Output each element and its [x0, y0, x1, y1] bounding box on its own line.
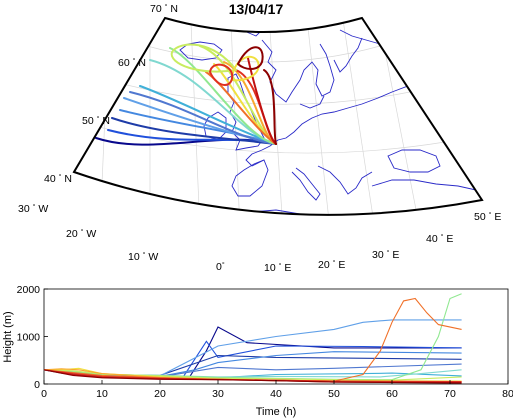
scandinavia-coast [261, 39, 335, 103]
balkans-coast [317, 165, 373, 195]
lon-label-20w: 20 ° W [66, 228, 96, 240]
lon-label-30e: 30 ° E [372, 249, 399, 261]
trajectory-loop [170, 43, 237, 73]
trajectory-group [95, 43, 277, 146]
lat-label-50: 50 ° N [82, 115, 110, 127]
finland-coast [333, 37, 363, 73]
lon-label-40e: 40 ° E [426, 233, 453, 245]
trajectory-loop [237, 46, 264, 70]
svg-text:50 ° E: 50 ° E [474, 211, 501, 223]
x-tick-label: 80 [502, 388, 513, 400]
lon-label-50e: 50 ° E [474, 211, 501, 223]
svg-text:20 ° W: 20 ° W [66, 228, 96, 240]
map-frame [72, 16, 484, 216]
svg-text:10 ° E: 10 ° E [264, 262, 291, 274]
height-series-line [43, 369, 462, 384]
lon-label-0: 0° [216, 261, 225, 273]
x-tick-label: 10 [96, 388, 108, 400]
caspian-coast [457, 118, 475, 173]
y-tick-label: 1000 [17, 332, 41, 344]
turkey-coast [371, 179, 477, 191]
x-tick-label: 30 [212, 388, 224, 400]
height-series-line [43, 369, 462, 381]
map-panel: 70 ° N 60 ° N 50 ° N 40 ° N 30 ° W 20 ° … [18, 3, 501, 274]
svg-text:40 ° E: 40 ° E [426, 233, 453, 245]
x-tick-label: 60 [386, 388, 398, 400]
iberia-coast [231, 159, 269, 197]
svg-text:30 ° W: 30 ° W [18, 203, 48, 215]
svg-text:0°: 0° [216, 261, 225, 273]
lon-label-20e: 20 ° E [318, 259, 345, 271]
lat-label-40: 40 ° N [44, 173, 72, 185]
date-title: 13/04/17 [229, 1, 284, 17]
trajectory-path [111, 117, 277, 145]
y-axis-label: Height (m) [2, 311, 14, 362]
x-tick-label: 0 [41, 388, 47, 400]
trajectory-loop [209, 63, 234, 86]
svg-text:40 ° N: 40 ° N [44, 173, 72, 185]
trajectory-path [169, 47, 277, 145]
black-sea-coast [387, 149, 441, 173]
y-tick-label: 0 [34, 379, 40, 391]
svg-text:50 ° N: 50 ° N [82, 115, 110, 127]
y-tick-label: 2000 [17, 284, 41, 296]
iceland-coast [179, 41, 223, 61]
svg-text:70 ° N: 70 ° N [150, 3, 178, 15]
x-tick-label: 70 [444, 388, 456, 400]
height-chart: 0 10 20 30 40 50 60 70 80 0 1000 2000 Time (h) Hei… [2, 284, 513, 418]
svg-text:10 ° W: 10 ° W [128, 251, 158, 263]
x-tick-label: 50 [328, 388, 340, 400]
continent-coast [261, 83, 425, 151]
trajectory-path [247, 57, 277, 145]
trajectory-loop [231, 55, 260, 82]
italy-coast [291, 167, 321, 201]
x-tick-label: 40 [270, 388, 282, 400]
svg-text:20 ° E: 20 ° E [318, 259, 345, 271]
lon-label-10w: 10 ° W [128, 251, 158, 263]
chart-series-group [43, 293, 462, 384]
svg-text:60 ° N: 60 ° N [118, 57, 146, 69]
lon-label-10e: 10 ° E [264, 262, 291, 274]
lat-label-70: 70 ° N [150, 3, 178, 15]
lat-label-60: 60 ° N [118, 57, 146, 69]
x-axis-ticks: 0 10 20 30 40 50 60 70 80 [41, 380, 513, 400]
france-coast [245, 149, 265, 167]
x-axis-label: Time (h) [256, 406, 297, 418]
height-series-line [43, 297, 462, 382]
y-axis-ticks: 0 1000 2000 [17, 284, 48, 391]
svg-text:30 ° E: 30 ° E [372, 249, 399, 261]
map-background [74, 18, 482, 215]
trajectory-path [129, 91, 277, 145]
trajectory-path [263, 69, 277, 145]
baltic-coast [299, 95, 325, 109]
lon-label-30w: 30 ° W [18, 203, 48, 215]
x-tick-label: 20 [154, 388, 166, 400]
